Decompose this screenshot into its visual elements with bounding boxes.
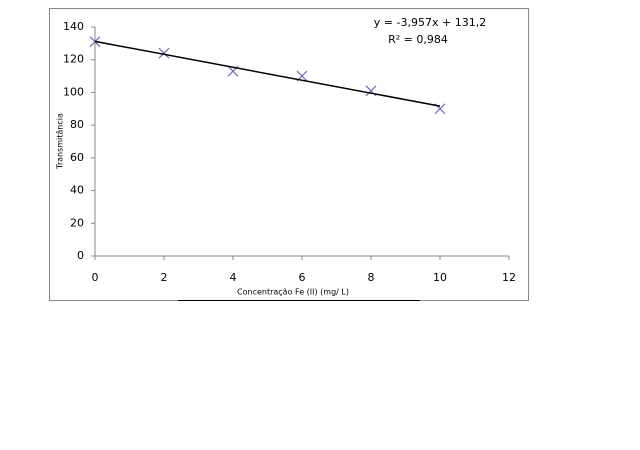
- x-tick-label: 6: [299, 271, 306, 284]
- x-tick-label: 8: [368, 271, 375, 284]
- y-tick-label: 40: [70, 184, 84, 197]
- trend-equation: y = -3,957x + 131,2: [374, 16, 486, 29]
- x-tick-label: 12: [502, 271, 516, 284]
- y-tick-label: 120: [63, 53, 84, 66]
- y-axis-title: Transmitância: [56, 113, 65, 170]
- x-tick-label: 2: [161, 271, 168, 284]
- trendline: [94, 40, 441, 107]
- y-tick-label: 20: [70, 216, 84, 229]
- r-squared: R² = 0,984: [388, 33, 448, 46]
- x-tick-label: 10: [433, 271, 447, 284]
- y-tick-label: 0: [77, 249, 84, 262]
- x-tick-label: 4: [230, 271, 237, 284]
- y-tick-label: 140: [63, 20, 84, 33]
- chart-border: [49, 8, 529, 301]
- y-tick-label: 80: [70, 118, 84, 131]
- y-tick-label: 100: [63, 85, 84, 98]
- y-tick-label: 60: [70, 151, 84, 164]
- point: [158, 47, 170, 59]
- x-tick-label: 0: [92, 271, 99, 284]
- x-axis-title: Concentração Fe (II) (mg/ L): [237, 288, 349, 297]
